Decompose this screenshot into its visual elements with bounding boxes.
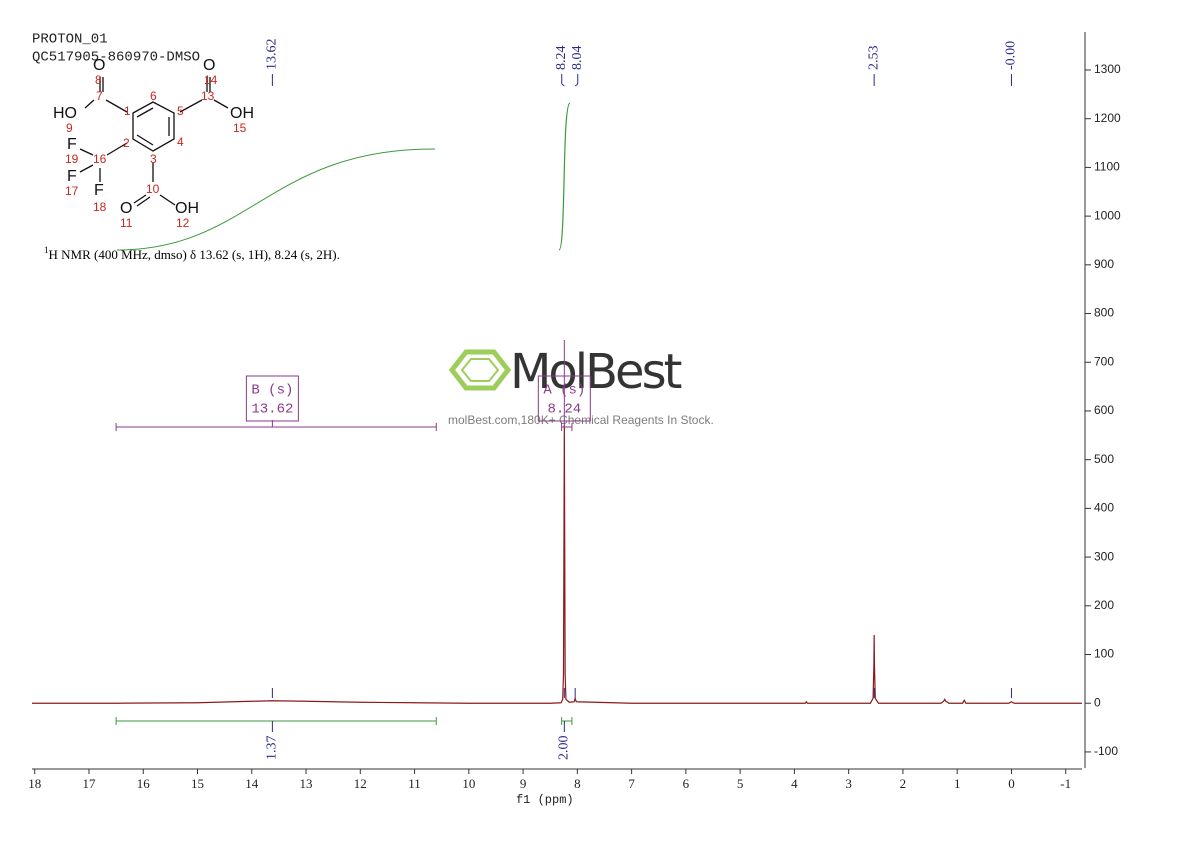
atom-number: 6 [150, 89, 157, 103]
x-tick-label: 7 [628, 776, 635, 791]
atom-number: 4 [177, 135, 184, 149]
x-tick-label: 18 [28, 776, 41, 791]
x-tick-label: 15 [191, 776, 204, 791]
y-tick-label: 100 [1094, 647, 1114, 661]
watermark-logo: MolBest [510, 344, 682, 400]
multiplet-name: A (s) [543, 383, 585, 399]
atom-symbol: O [120, 200, 132, 217]
description-text: H NMR (400 MHz, dmso) δ 13.62 (s, 1H), 8… [49, 247, 340, 262]
atom-number: 15 [233, 121, 247, 135]
molecule: O HO O OH F F F O OH 8 9 14 15 19 17 18 … [53, 57, 254, 230]
atom-number: 3 [150, 152, 157, 166]
y-tick-label: 400 [1094, 501, 1114, 515]
integral-curve [558, 102, 571, 251]
y-tick-label: 1000 [1094, 208, 1121, 222]
superscript: 1 [44, 245, 49, 255]
sample-name: QC517905-860970-DMSO [32, 50, 200, 66]
atom-number: 17 [65, 184, 79, 198]
x-tick-label: 3 [845, 776, 852, 791]
peak-marker [574, 74, 579, 87]
watermark-slogan: molBest.com,180K+ Chemical Reagents In S… [448, 413, 714, 427]
peak-label: 2.53 [866, 46, 881, 71]
atom-symbol: F [67, 136, 77, 153]
atom-number: 16 [93, 152, 107, 166]
x-tick-label: 8 [574, 776, 581, 791]
y-tick-label: 0 [1094, 695, 1101, 709]
x-axis-label: f1 (ppm) [516, 793, 574, 807]
x-tick-label: 1 [954, 776, 961, 791]
integral-range [561, 717, 573, 725]
peak-label: 8.24 [554, 46, 569, 71]
experiment-name: PROTON_01 [32, 32, 108, 48]
integral-curve [116, 148, 436, 251]
x-tick-label: 9 [520, 776, 527, 791]
x-tick-label: 14 [245, 776, 259, 791]
y-tick-label: 900 [1094, 257, 1114, 271]
integral-label: 1.37 [265, 736, 280, 761]
atom-number: 8 [95, 73, 102, 87]
peak-label: -0.00 [1004, 41, 1019, 70]
multiplet-shift: 8.24 [548, 402, 582, 418]
y-tick-label: 1100 [1094, 160, 1120, 174]
peak-marker [561, 74, 565, 87]
atom-symbol: F [67, 168, 77, 185]
atom-number: 2 [123, 136, 130, 150]
atom-number: 9 [66, 121, 73, 135]
atom-number: 19 [65, 152, 79, 166]
atom-number: 13 [201, 89, 215, 103]
integral-label: 2.00 [557, 736, 572, 761]
atom-number: 10 [146, 182, 160, 196]
atom-symbol: OH [230, 105, 254, 122]
multiplet-range [115, 423, 437, 431]
y-tick-label: 300 [1094, 549, 1114, 563]
y-tick-label: 600 [1094, 403, 1114, 417]
multiplet-range [561, 423, 573, 431]
y-tick-label: 800 [1094, 306, 1114, 320]
y-tick-label: 1200 [1094, 111, 1121, 125]
spectrum-line [32, 425, 1082, 704]
x-tick-label: 5 [737, 776, 744, 791]
atom-number: 11 [120, 216, 133, 230]
atom-number: 7 [96, 89, 103, 103]
x-tick-label: 2 [900, 776, 907, 791]
atom-symbol: HO [53, 105, 77, 122]
multiplet-box [245, 375, 299, 422]
x-tick-label: 11 [408, 776, 421, 791]
x-tick-label: 4 [791, 776, 798, 791]
atom-symbol: O [93, 57, 105, 74]
y-tick-label: 500 [1094, 452, 1114, 466]
y-tick-label: -100 [1094, 744, 1118, 758]
atom-number: 1 [124, 104, 131, 118]
peak-label: 8.04 [570, 46, 585, 71]
x-tick-label: 10 [462, 776, 475, 791]
atom-symbol: O [203, 57, 215, 74]
nmr-description: 1H NMR (400 MHz, dmso) δ 13.62 (s, 1H), … [44, 245, 340, 262]
x-tick-label: 12 [354, 776, 367, 791]
atom-symbol: F [94, 182, 104, 199]
multiplet-name: B (s) [251, 383, 293, 399]
y-tick-label: 700 [1094, 354, 1114, 368]
atom-number: 5 [177, 104, 184, 118]
atom-symbol: OH [175, 200, 199, 217]
x-tick-label: 0 [1008, 776, 1015, 791]
x-tick-label: 6 [683, 776, 690, 791]
multiplet-shift: 13.62 [251, 402, 293, 418]
atom-number: 18 [93, 200, 107, 214]
y-tick-label: 200 [1094, 598, 1114, 612]
y-tick-label: 1300 [1094, 62, 1121, 76]
multiplet-box [537, 375, 591, 422]
integral-range [115, 717, 437, 725]
x-tick-label: 17 [82, 776, 96, 791]
peak-label: 13.62 [265, 39, 280, 71]
watermark: MolBest molBest.com,180K+ Chemical Reage… [448, 344, 714, 427]
atom-number: 14 [204, 73, 218, 87]
atom-number: 12 [176, 216, 190, 230]
x-tick-label: 13 [300, 776, 313, 791]
x-tick-label: 16 [137, 776, 151, 791]
x-tick-label: -1 [1060, 776, 1071, 791]
